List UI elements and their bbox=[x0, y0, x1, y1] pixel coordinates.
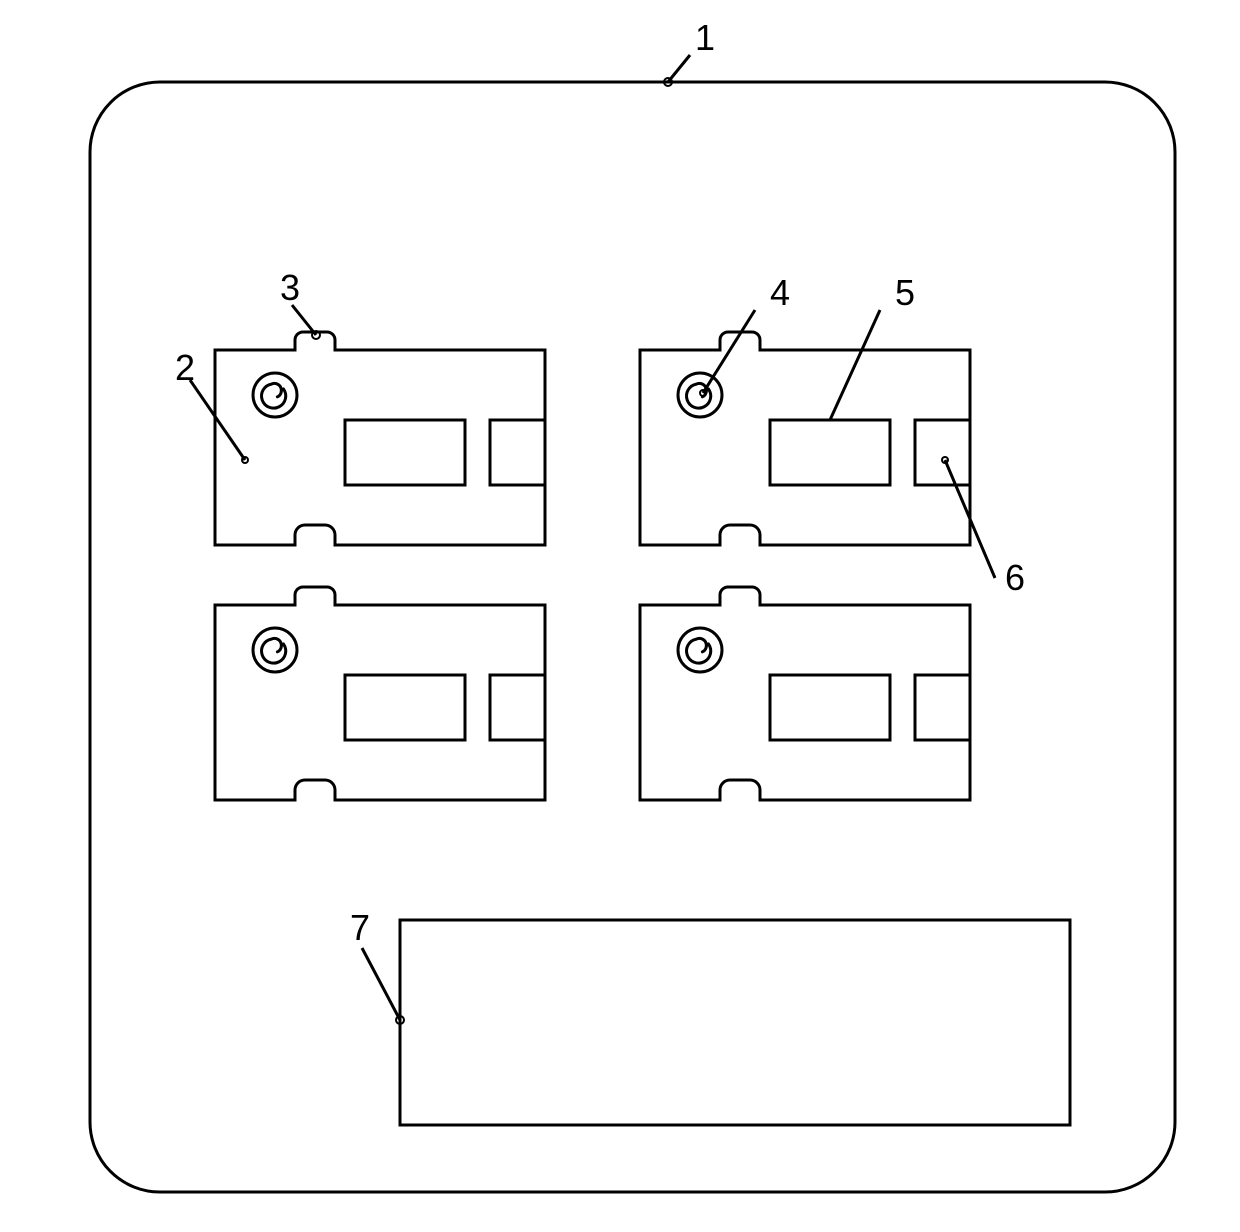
module-body bbox=[215, 332, 545, 545]
callout-4: 4 bbox=[700, 272, 790, 396]
callout-label: 5 bbox=[895, 272, 915, 313]
callout-label: 3 bbox=[280, 267, 300, 308]
swirl-icon bbox=[678, 628, 722, 672]
module-rect-large bbox=[770, 675, 890, 740]
module-body bbox=[640, 587, 970, 800]
callout-6: 6 bbox=[942, 457, 1025, 598]
callout-7: 7 bbox=[350, 907, 404, 1024]
module-rect-small bbox=[915, 675, 970, 740]
module-rect-small bbox=[490, 675, 545, 740]
module-rect-large bbox=[345, 420, 465, 485]
module-body bbox=[215, 587, 545, 800]
callout-label: 7 bbox=[350, 907, 370, 948]
callout-3: 3 bbox=[280, 267, 320, 339]
outer-panel bbox=[90, 82, 1175, 1192]
module-body bbox=[640, 332, 970, 545]
module-2 bbox=[215, 587, 545, 800]
module-3 bbox=[640, 587, 970, 800]
callout-1: 1 bbox=[664, 17, 715, 86]
callout-2: 2 bbox=[175, 347, 248, 463]
callout-5: 5 bbox=[830, 272, 915, 420]
module-rect-large bbox=[770, 420, 890, 485]
swirl-icon bbox=[253, 628, 297, 672]
technical-diagram: 1 2 3 4 5 6 7 bbox=[0, 0, 1240, 1232]
swirl-icon bbox=[253, 373, 297, 417]
module-1 bbox=[640, 332, 970, 545]
bottom-rect bbox=[400, 920, 1070, 1125]
module-0 bbox=[215, 332, 545, 545]
module-rect-large bbox=[345, 675, 465, 740]
callout-label: 4 bbox=[770, 272, 790, 313]
callout-label: 1 bbox=[695, 17, 715, 58]
callout-label: 2 bbox=[175, 347, 195, 388]
callout-label: 6 bbox=[1005, 557, 1025, 598]
module-rect-small bbox=[490, 420, 545, 485]
module-rect-small bbox=[915, 420, 970, 485]
